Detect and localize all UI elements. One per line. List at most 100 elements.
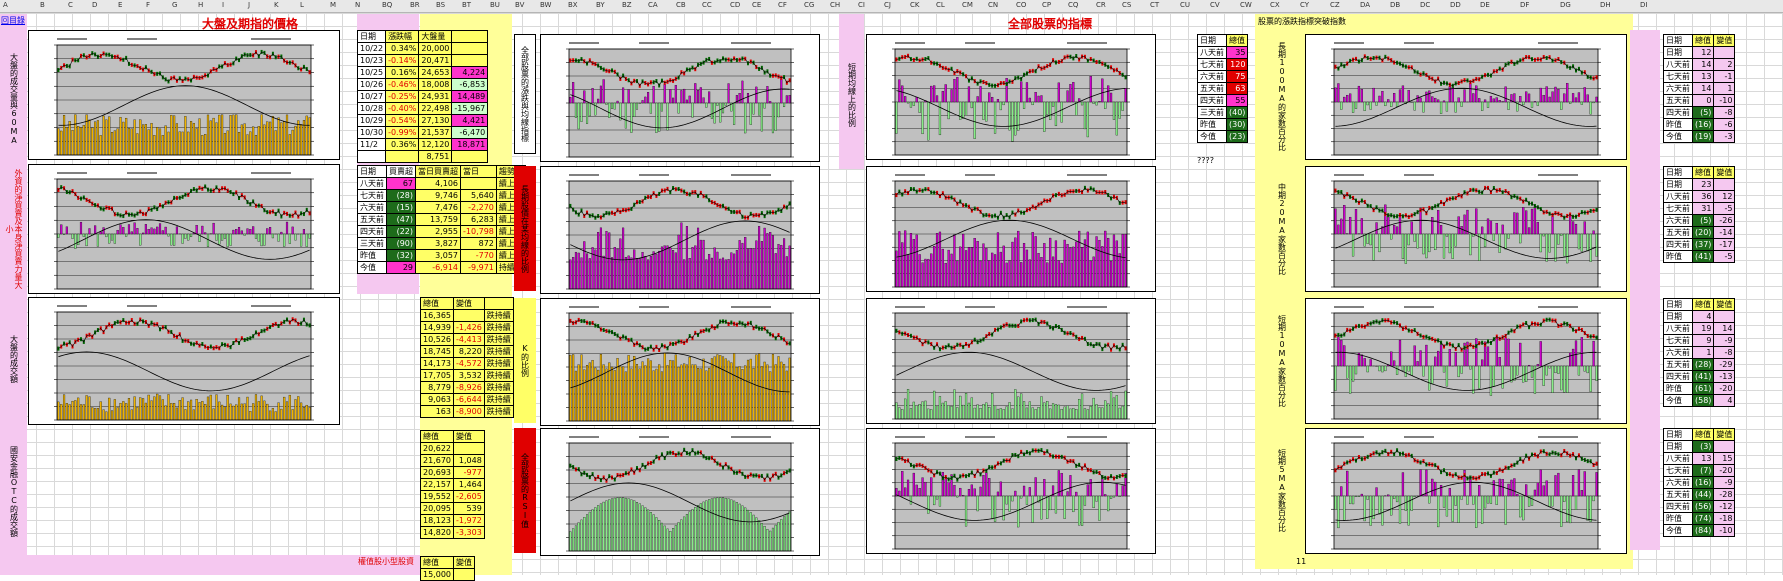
right-table-change: 4 bbox=[1714, 395, 1735, 407]
column-header-cj[interactable]: CJ bbox=[884, 1, 891, 9]
bar bbox=[703, 359, 705, 421]
column-header-co[interactable]: CO bbox=[1016, 1, 1026, 9]
bar bbox=[904, 96, 906, 102]
column-header-cb[interactable]: CB bbox=[676, 1, 686, 9]
column-header-l[interactable]: L bbox=[300, 1, 304, 9]
column-header-ck[interactable]: CK bbox=[910, 1, 919, 9]
column-header-f[interactable]: F bbox=[146, 1, 150, 9]
bar bbox=[683, 364, 685, 421]
column-header-ci[interactable]: CI bbox=[858, 1, 865, 9]
bar bbox=[1119, 102, 1121, 118]
bar bbox=[1516, 494, 1518, 496]
bar bbox=[1014, 238, 1016, 287]
bar bbox=[1414, 102, 1416, 110]
column-header-g[interactable]: G bbox=[172, 1, 177, 9]
column-header-cx[interactable]: CX bbox=[1270, 1, 1280, 9]
home-link[interactable]: 回目錄 bbox=[1, 15, 25, 26]
column-header-cg[interactable]: CG bbox=[804, 1, 814, 9]
column-header-bv[interactable]: BV bbox=[515, 1, 524, 9]
column-header-cs[interactable]: CS bbox=[1122, 1, 1131, 9]
bar bbox=[1449, 234, 1451, 253]
column-header-a[interactable]: A bbox=[3, 1, 8, 9]
column-header-cd[interactable]: CD bbox=[730, 1, 740, 9]
column-header-bq[interactable]: BQ bbox=[382, 1, 392, 9]
column-header-bt[interactable]: BT bbox=[462, 1, 471, 9]
bar bbox=[1443, 366, 1445, 372]
column-header-d[interactable]: D bbox=[92, 1, 97, 9]
panel4-total: 20,693 bbox=[421, 467, 454, 479]
column-header-b[interactable]: B bbox=[40, 1, 45, 9]
column-header-cq[interactable]: CQ bbox=[1068, 1, 1078, 9]
column-header-m[interactable]: M bbox=[330, 1, 336, 9]
column-header-bs[interactable]: BS bbox=[436, 1, 445, 9]
bar bbox=[683, 89, 685, 103]
bar bbox=[1035, 236, 1037, 287]
bar bbox=[1458, 98, 1460, 102]
column-header-cw[interactable]: CW bbox=[1240, 1, 1252, 9]
bar bbox=[711, 103, 713, 119]
column-header-dd[interactable]: DD bbox=[1450, 1, 1461, 9]
column-header-bw[interactable]: BW bbox=[540, 1, 551, 9]
column-header-cr[interactable]: CR bbox=[1096, 1, 1106, 9]
bar bbox=[1384, 366, 1386, 371]
column-header-h[interactable]: H bbox=[198, 1, 203, 9]
column-header-i[interactable]: I bbox=[222, 1, 224, 9]
column-header-cv[interactable]: CV bbox=[1210, 1, 1220, 9]
column-header-by[interactable]: BY bbox=[596, 1, 605, 9]
column-header-cf[interactable]: CF bbox=[778, 1, 787, 9]
bar bbox=[1046, 496, 1048, 519]
column-header-e[interactable]: E bbox=[118, 1, 122, 9]
column-header-br[interactable]: BR bbox=[410, 1, 420, 9]
column-header-db[interactable]: DB bbox=[1390, 1, 1400, 9]
bar bbox=[165, 126, 167, 155]
column-header-df[interactable]: DF bbox=[1520, 1, 1529, 9]
right-table-header-cell: 變值 bbox=[1714, 35, 1735, 47]
column-header-bx[interactable]: BX bbox=[568, 1, 578, 9]
column-header-j[interactable]: J bbox=[248, 1, 250, 9]
column-header-di[interactable]: DI bbox=[1640, 1, 1647, 9]
bar bbox=[72, 401, 74, 420]
column-header-dh[interactable]: DH bbox=[1600, 1, 1611, 9]
right-table-total: (16) bbox=[1693, 119, 1714, 131]
bar bbox=[1113, 102, 1115, 120]
panel3-trend: 跌持續 bbox=[484, 334, 513, 346]
panel2-label: 七天前 bbox=[358, 190, 387, 202]
column-header-ct[interactable]: CT bbox=[1150, 1, 1159, 9]
right-table-row: 五天前(20)-14 bbox=[1664, 227, 1735, 239]
column-header-ch[interactable]: CH bbox=[830, 1, 840, 9]
column-header-de[interactable]: DE bbox=[1480, 1, 1490, 9]
column-header-cl[interactable]: CL bbox=[936, 1, 945, 9]
column-header-cu[interactable]: CU bbox=[1180, 1, 1190, 9]
bar bbox=[681, 90, 683, 103]
column-header-cy[interactable]: CY bbox=[1300, 1, 1309, 9]
bar bbox=[137, 228, 139, 234]
bar bbox=[1104, 494, 1106, 496]
bar bbox=[105, 412, 107, 420]
column-header-cm[interactable]: CM bbox=[962, 1, 973, 9]
column-header-bz[interactable]: BZ bbox=[622, 1, 632, 9]
bar bbox=[1017, 231, 1019, 287]
column-header-c[interactable]: C bbox=[68, 1, 73, 9]
bar bbox=[1487, 347, 1489, 366]
column-header-cz[interactable]: CZ bbox=[1330, 1, 1340, 9]
column-header-cp[interactable]: CP bbox=[1042, 1, 1051, 9]
column-header-cn[interactable]: CN bbox=[988, 1, 998, 9]
bar bbox=[278, 403, 280, 420]
column-header-k[interactable]: K bbox=[274, 1, 279, 9]
column-header-cc[interactable]: CC bbox=[702, 1, 712, 9]
column-header-dc[interactable]: DC bbox=[1420, 1, 1430, 9]
panel2-total: 4,106 bbox=[416, 178, 461, 190]
column-header-ce[interactable]: CE bbox=[752, 1, 761, 9]
column-header-n[interactable]: N bbox=[355, 1, 360, 9]
column-header-da[interactable]: DA bbox=[1360, 1, 1370, 9]
column-header-ca[interactable]: CA bbox=[648, 1, 658, 9]
column-header-dg[interactable]: DG bbox=[1560, 1, 1571, 9]
column-header-bu[interactable]: BU bbox=[490, 1, 500, 9]
bar bbox=[1440, 102, 1442, 114]
panel4-change: -2,605 bbox=[454, 491, 485, 503]
